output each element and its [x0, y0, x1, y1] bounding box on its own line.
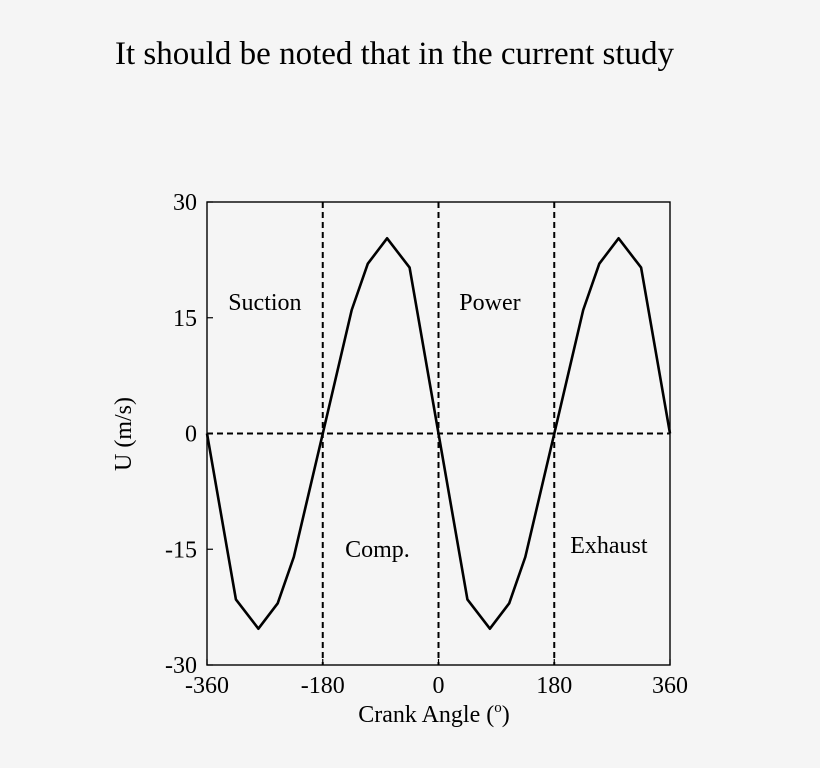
y-tick-label: 0 — [185, 422, 197, 448]
x-tick-label: 0 — [433, 673, 445, 699]
x-tick-label: 180 — [536, 673, 572, 699]
phase-label: Power — [459, 290, 520, 316]
x-tick-label: -180 — [301, 673, 345, 699]
x-tick-label: 360 — [652, 673, 688, 699]
y-tick-label: -30 — [165, 653, 197, 679]
annotations: Suction Power Comp. Exhaust — [228, 290, 648, 563]
y-tick-label: -15 — [165, 537, 197, 563]
caption-text: It should be noted that in the current s… — [115, 36, 675, 72]
x-axis-label: Crank Angle (o) — [358, 700, 509, 728]
phase-label: Exhaust — [570, 533, 648, 559]
y-tick-label: 15 — [173, 306, 197, 332]
velocity-curve — [205, 237, 672, 631]
y-tick-label: 30 — [173, 190, 197, 216]
phase-label: Suction — [228, 290, 301, 316]
phase-label: Comp. — [345, 537, 410, 563]
x-tick-label: -360 — [185, 673, 229, 699]
y-axis-label: U (m/s) — [111, 397, 137, 471]
series-group — [205, 237, 672, 631]
axes: -360 -180 0 180 360 30 15 0 -15 -30 — [165, 190, 688, 699]
